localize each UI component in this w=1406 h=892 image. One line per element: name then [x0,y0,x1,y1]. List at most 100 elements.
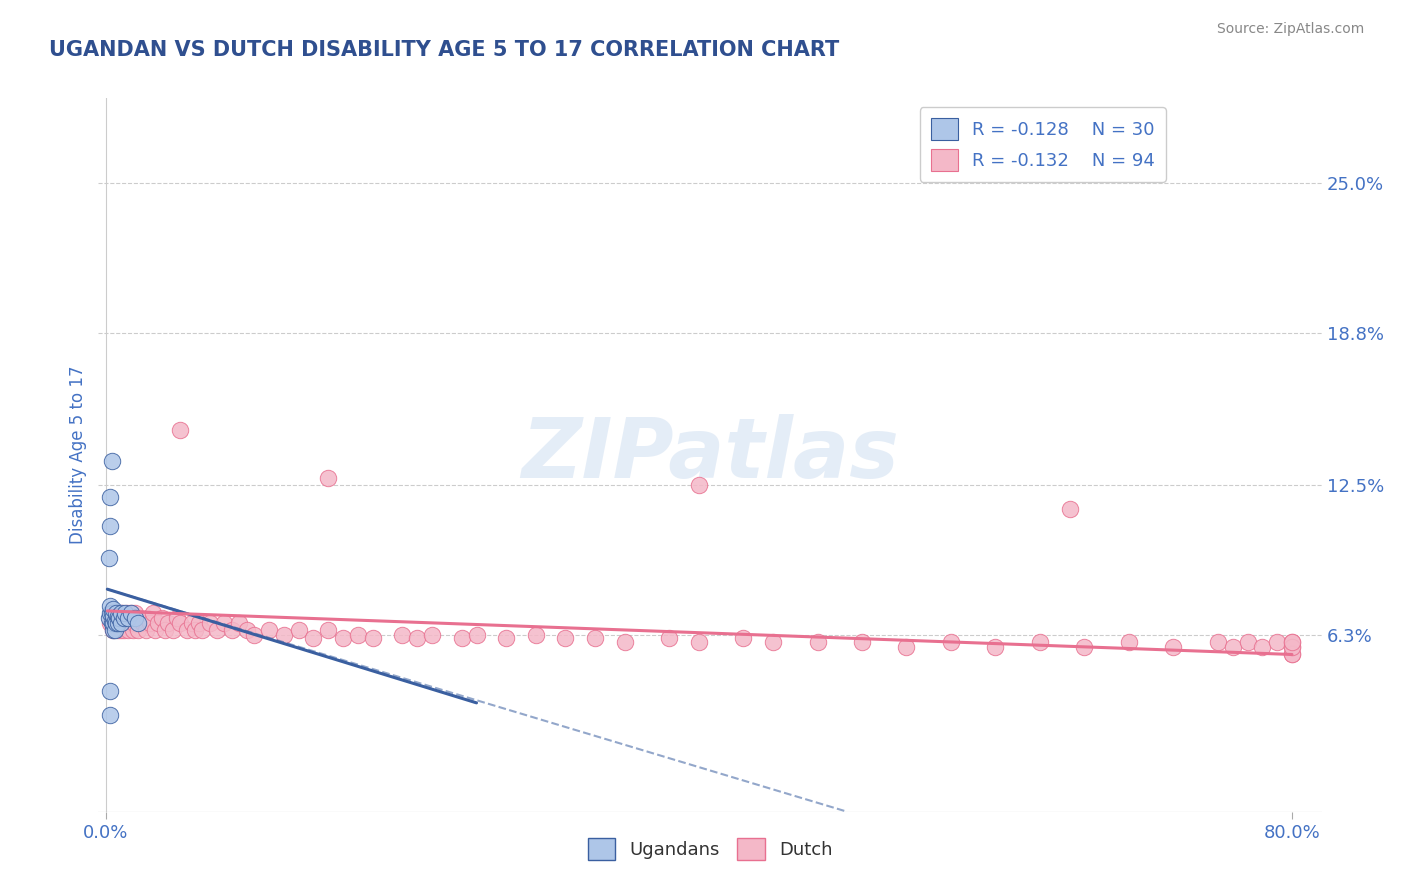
Point [112,611,135,625]
Point [162,624,184,638]
Point [120,607,142,621]
Point [100,454,122,468]
Point [302,631,325,645]
Point [105,607,128,621]
Point [166,611,188,625]
Point [391,628,413,642]
Point [100,607,122,621]
Point [124,611,146,625]
Point [110,615,132,630]
Point [136,611,159,625]
Point [104,615,127,630]
Point [111,607,134,621]
Point [98,615,121,630]
Point [347,628,370,642]
Point [243,628,266,642]
Point [420,628,443,642]
Point [98,607,121,621]
Point [583,631,606,645]
Point [1281,648,1303,662]
Point [129,611,152,625]
Point [132,615,155,630]
Point [733,631,755,645]
Point [613,635,636,649]
Point [658,631,681,645]
Point [1073,640,1095,655]
Point [257,624,280,638]
Point [1118,635,1140,649]
Point [169,423,191,437]
Point [235,624,257,638]
Y-axis label: Disability Age 5 to 17: Disability Age 5 to 17 [69,366,87,544]
Point [450,631,472,645]
Point [122,615,145,630]
Point [188,615,211,630]
Point [1281,648,1303,662]
Point [118,615,141,630]
Point [103,601,125,615]
Point [221,624,243,638]
Point [228,615,250,630]
Point [97,550,120,565]
Point [1281,640,1303,655]
Point [100,615,122,630]
Point [112,624,135,638]
Point [198,615,221,630]
Point [103,624,125,638]
Point [984,640,1007,655]
Point [97,611,120,625]
Point [103,615,125,630]
Text: UGANDAN VS DUTCH DISABILITY AGE 5 TO 17 CORRELATION CHART: UGANDAN VS DUTCH DISABILITY AGE 5 TO 17 … [49,40,839,60]
Point [287,624,309,638]
Point [191,624,214,638]
Point [115,607,138,621]
Point [135,624,157,638]
Point [214,615,236,630]
Point [98,599,121,613]
Text: ZIPatlas: ZIPatlas [522,415,898,495]
Point [121,624,143,638]
Text: Source: ZipAtlas.com: Source: ZipAtlas.com [1216,22,1364,37]
Point [127,615,149,630]
Point [688,635,710,649]
Point [117,611,139,625]
Point [114,607,136,621]
Point [762,635,785,649]
Point [98,490,121,504]
Point [465,628,488,642]
Point [103,611,125,625]
Point [107,608,129,623]
Point [107,615,129,630]
Point [105,607,128,621]
Point [184,624,207,638]
Point [110,615,132,630]
Point [100,607,122,621]
Point [114,615,136,630]
Point [157,615,180,630]
Point [110,607,132,621]
Point [169,615,191,630]
Point [105,615,128,630]
Point [1281,635,1303,649]
Point [1236,635,1258,649]
Point [98,683,121,698]
Point [1265,635,1288,649]
Point [1029,635,1052,649]
Point [524,628,547,642]
Point [1222,640,1244,655]
Point [332,631,354,645]
Point [1059,502,1081,516]
Point [406,631,429,645]
Point [939,635,962,649]
Point [688,478,710,492]
Point [108,611,131,625]
Point [104,624,127,638]
Point [361,631,384,645]
Point [117,624,139,638]
Point [108,611,131,625]
Point [176,624,198,638]
Point [112,611,135,625]
Point [896,640,918,655]
Point [554,631,576,645]
Point [103,624,125,638]
